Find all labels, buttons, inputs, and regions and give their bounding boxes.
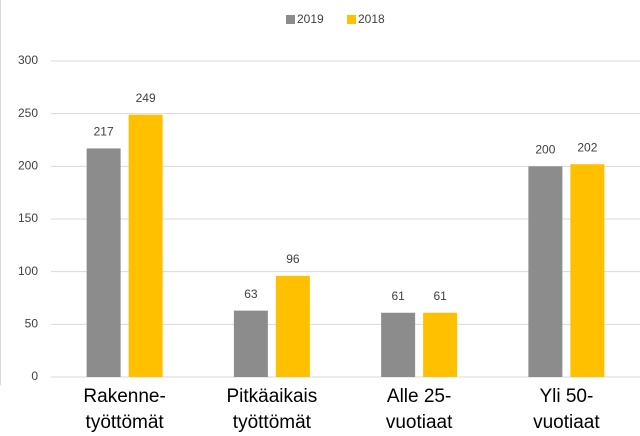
bar [275, 275, 310, 377]
legend-swatch [286, 15, 295, 24]
y-tick-label: 150 [18, 211, 38, 225]
value-label: 96 [286, 252, 300, 266]
bar [233, 310, 268, 377]
value-label: 61 [391, 289, 405, 303]
legend-label: 2018 [358, 12, 385, 26]
bar [86, 148, 121, 377]
bar [423, 312, 458, 377]
value-label: 249 [136, 91, 156, 105]
x-tick-label: Pitkäaikais työttömät [226, 386, 317, 433]
y-tick-label: 0 [31, 369, 38, 383]
y-tick-label: 250 [18, 106, 38, 120]
x-tick-label: Yli 50-vuotiaat [533, 386, 600, 433]
y-tick-label: 100 [18, 264, 38, 278]
value-label: 63 [244, 287, 258, 301]
bar [381, 312, 416, 377]
value-label: 200 [535, 143, 555, 157]
bar [128, 114, 163, 377]
legend-label: 2019 [297, 12, 324, 26]
x-tick-label: Rakenne-työttömät [83, 386, 165, 433]
value-label: 61 [433, 289, 447, 303]
y-tick-label: 300 [18, 53, 38, 67]
legend-swatch [347, 15, 356, 24]
bar [528, 166, 563, 377]
value-label: 217 [94, 125, 114, 139]
bar [570, 164, 605, 377]
x-tick-label: Alle 25-vuotiaat [386, 386, 453, 433]
value-label: 202 [577, 140, 597, 154]
y-tick-label: 50 [25, 317, 39, 331]
y-tick-label: 200 [18, 159, 38, 173]
